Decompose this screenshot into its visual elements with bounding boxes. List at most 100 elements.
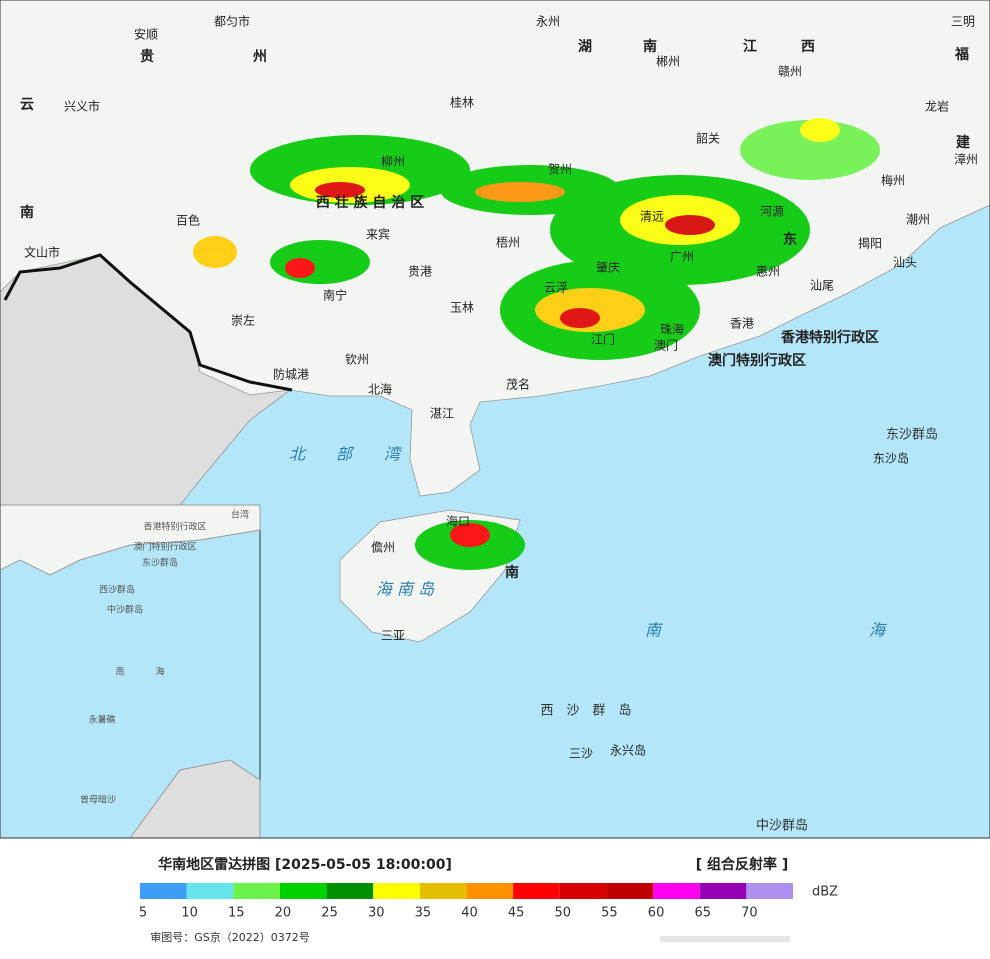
place-label: 海口 [446, 514, 470, 529]
place-label: 云浮 [544, 281, 568, 295]
legend-tick-label: 70 [741, 906, 758, 921]
legend-tick-label: 55 [601, 906, 618, 921]
legend-swatch [186, 883, 234, 899]
place-label: 部 [336, 445, 355, 464]
place-label: 三沙 [569, 747, 593, 761]
place-label: 贵港 [408, 265, 432, 279]
place-label: 北 [289, 445, 307, 464]
place-label: 汕尾 [810, 279, 834, 293]
place-label: 韶关 [696, 131, 720, 146]
legend-tick-label: 30 [368, 906, 385, 921]
legend-tick-label: 65 [694, 906, 711, 921]
legend-tick-label: 50 [555, 906, 572, 921]
place-label: 肇庆 [596, 260, 620, 275]
place-label: 南 [20, 204, 34, 221]
legend-tick-label: 20 [275, 906, 292, 921]
place-label: 西 [801, 39, 815, 55]
place-label: 漳州 [954, 152, 978, 167]
legend-tick-label: 40 [461, 906, 478, 921]
inset-label: 南 [115, 666, 124, 678]
place-label: 西 壮 族 自 治 区 [316, 194, 424, 211]
place-label: 海 南 岛 [376, 580, 435, 599]
place-label: 南 [505, 564, 519, 581]
place-label: 江门 [591, 332, 615, 347]
legend-swatch [326, 883, 374, 899]
legend-swatch [140, 883, 187, 899]
place-label: 建 [956, 134, 970, 151]
legend-tick-label: 5 [139, 906, 147, 921]
place-label: 郴州 [656, 55, 680, 69]
place-label: 防城港 [273, 367, 309, 382]
place-label: 云 [20, 97, 34, 113]
place-label: 茂名 [506, 377, 530, 392]
border [3, 253, 293, 392]
place-label: 汕头 [893, 256, 917, 270]
inset-label: 中沙群岛 [107, 604, 143, 616]
inset-label: 澳门特别行政区 [133, 541, 196, 553]
legend-swatch [419, 883, 467, 899]
legend-swatch [466, 883, 514, 899]
place-label: 赣州 [778, 65, 802, 79]
place-label: 永州 [536, 15, 560, 29]
place-label: 湖 [578, 39, 592, 55]
place-label: 揭阳 [858, 236, 882, 251]
scale-bar [660, 936, 790, 942]
place-label: 湾 [384, 445, 403, 464]
legend-swatch [653, 883, 700, 899]
place-label: 珠海 [660, 322, 684, 337]
place-label: 梧州 [496, 235, 520, 250]
legend-swatch [233, 883, 280, 899]
legend-tick-label: 35 [415, 906, 432, 921]
place-label: 文山市 [24, 245, 60, 260]
legend-tick-label: 45 [508, 906, 525, 921]
radar-echoes [193, 118, 880, 570]
legend-swatch [559, 883, 607, 899]
place-label: 州 [252, 49, 267, 65]
legend-tick-label: 10 [181, 906, 198, 921]
inset-label: 曾母暗沙 [80, 794, 116, 806]
place-label: 贵 [140, 48, 154, 65]
place-label: 福 [954, 46, 969, 63]
place-label: 三亚 [381, 629, 405, 643]
inset-label: 海 [155, 666, 164, 678]
place-label: 贺州 [548, 163, 572, 177]
inset-label: 台湾 [231, 509, 249, 521]
place-label: 安顺 [134, 27, 158, 42]
legend-product: [ 组合反射率 ] [696, 856, 789, 873]
inset-label: 永暑礁 [88, 714, 115, 726]
legend-tick-label: 60 [648, 906, 665, 921]
legend-unit: dBZ [812, 885, 838, 900]
place-label: 三明 [951, 15, 975, 29]
legend-swatch [606, 883, 654, 899]
place-label: 钦州 [345, 353, 369, 367]
place-label: 香港特别行政区 [780, 329, 879, 346]
place-label: 南 [645, 621, 664, 640]
place-label: 广州 [670, 250, 694, 264]
place-label: 中沙群岛 [756, 818, 808, 834]
place-label: 桂林 [450, 95, 474, 110]
inset-label: 香港特别行政区 [143, 521, 206, 533]
place-label: 北海 [368, 382, 392, 397]
place-label: 东 [783, 231, 797, 248]
place-label: 梅州 [881, 173, 905, 188]
place-label: 南宁 [323, 288, 347, 303]
inset-label: 东沙群岛 [142, 557, 178, 569]
legend-title: 华南地区雷达拼图 [2025-05-05 18:00:00] [158, 856, 452, 873]
place-label: 湛江 [430, 407, 454, 421]
map-frame [0, 0, 990, 839]
legend-tick-label: 25 [321, 906, 338, 921]
legend-swatch [279, 883, 327, 899]
place-label: 潮州 [906, 212, 930, 227]
place-label: 澳门 [654, 338, 678, 353]
place-label: 惠州 [756, 265, 780, 279]
place-label: 都匀市 [214, 14, 250, 29]
place-label: 百色 [176, 214, 200, 228]
legend-swatch [746, 883, 793, 899]
legend-swatch [699, 883, 747, 899]
place-label: 玉林 [450, 301, 474, 315]
legend-tick-label: 15 [228, 906, 245, 921]
approval-number: 审图号：GS京（2022）0372号 [150, 930, 310, 944]
place-label: 南 [643, 38, 657, 55]
